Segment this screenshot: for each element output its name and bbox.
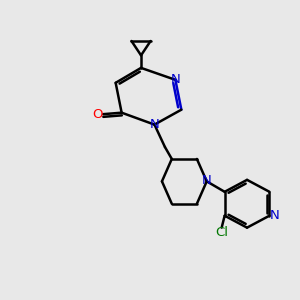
Text: Cl: Cl <box>215 226 228 238</box>
Text: N: N <box>270 209 279 222</box>
Text: O: O <box>92 108 103 121</box>
Text: N: N <box>150 118 160 130</box>
Text: N: N <box>202 174 212 187</box>
Text: N: N <box>170 73 180 86</box>
